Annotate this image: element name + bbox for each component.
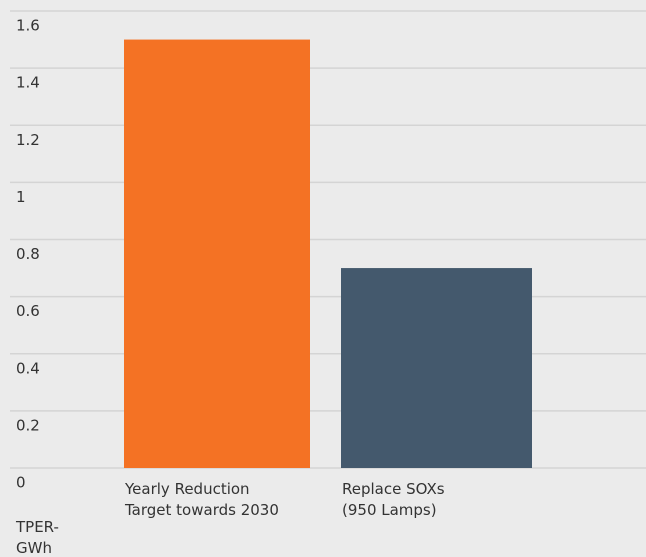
x-tick-label: Yearly Reduction Target towards 2030: [125, 480, 279, 519]
y-tick-label: 0.2: [16, 416, 40, 434]
y-tick-label: 0.4: [16, 359, 40, 377]
bar: [341, 268, 532, 468]
y-tick-label: 1.2: [16, 131, 40, 149]
bar: [124, 39, 310, 468]
y-tick-label: 1.4: [16, 74, 40, 92]
y-tick-label: 1: [16, 188, 26, 206]
y-tick-label: 0.6: [16, 302, 40, 320]
y-tick-label: 0: [16, 474, 26, 492]
y-axis-label: TPER-GWh: [16, 518, 59, 557]
y-tick-label: 0.8: [16, 245, 40, 263]
x-tick-label: Replace SOXs (950 Lamps): [342, 480, 445, 519]
y-tick-label: 1.6: [16, 17, 40, 35]
